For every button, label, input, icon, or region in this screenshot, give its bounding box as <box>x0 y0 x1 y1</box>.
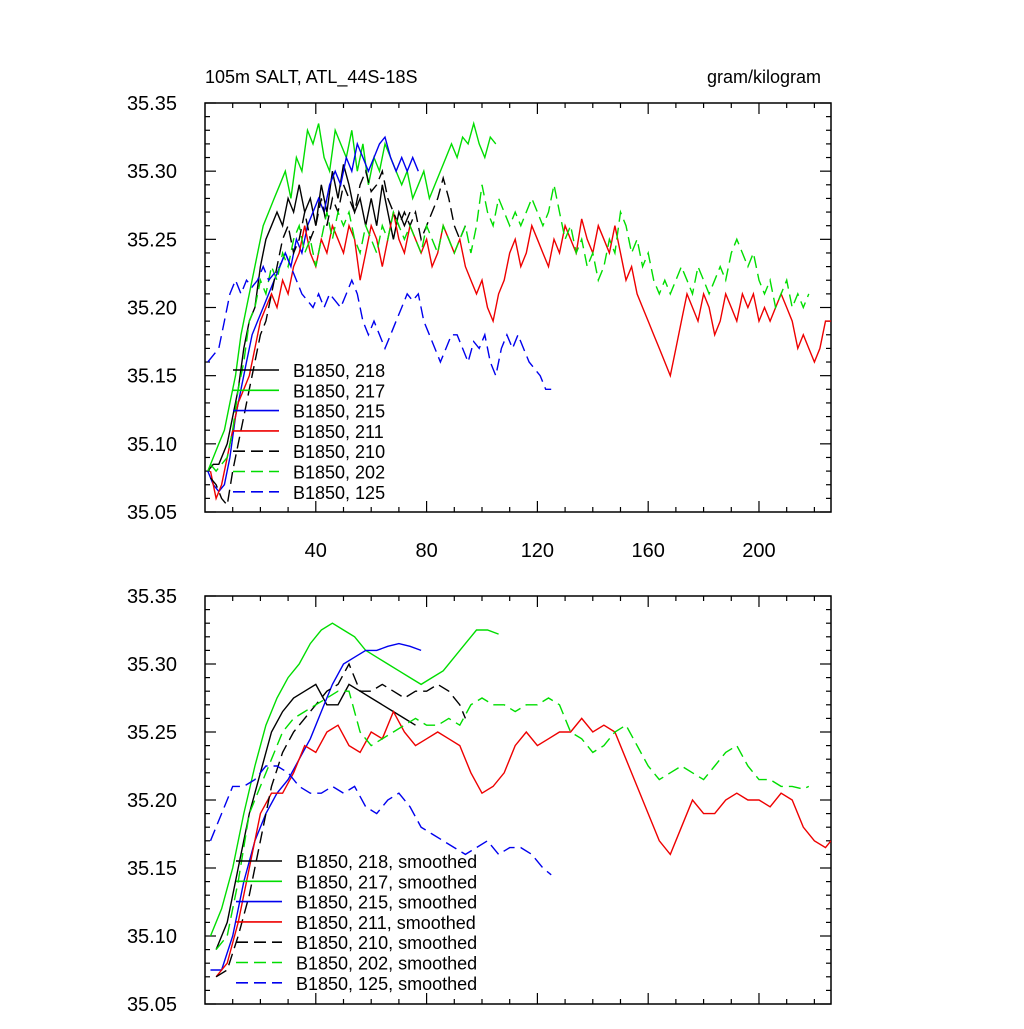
legend-label: B1850, 125, smoothed <box>296 974 477 994</box>
legend-label: B1850, 210 <box>293 442 385 462</box>
legend-label: B1850, 217 <box>293 381 385 401</box>
series-line-1 <box>207 164 411 472</box>
y-tick-label: 35.05 <box>127 502 177 524</box>
y-tick-label: 35.20 <box>127 790 177 812</box>
chart-panel-2: 35.05 35.10 35.15 35.20 35.25 35.30 35.35 B1850… <box>127 586 832 1016</box>
y-tick-label: 35.30 <box>127 654 177 676</box>
series-line-4 <box>209 211 831 501</box>
legend-label: B1850, 217, smoothed <box>296 872 477 892</box>
series-line-1 <box>215 683 416 950</box>
x-tick-label: 200 <box>742 540 775 562</box>
legend-label: B1850, 211, smoothed <box>296 913 476 933</box>
legend-label: B1850, 215 <box>293 402 385 422</box>
legend-label: B1850, 210, smoothed <box>296 933 477 953</box>
y-tick-label: 35.15 <box>127 366 177 388</box>
chart-panel-1: 105m SALT, ATL_44S-18S gram/kilogram 35.05… <box>127 67 832 562</box>
legend-label: B1850, 202 <box>293 463 385 483</box>
series-line-5 <box>215 662 467 978</box>
series-line-2 <box>209 622 499 937</box>
series-line-3 <box>210 642 422 971</box>
chart-title: 105m SALT, ATL_44S-18S <box>205 67 417 88</box>
y-tick-label: 35.10 <box>127 926 177 948</box>
series-line-6 <box>209 184 810 473</box>
y-tick-label: 35.20 <box>127 298 177 320</box>
series-line-7 <box>207 251 552 390</box>
series-line-6 <box>215 690 810 951</box>
legend-label: B1850, 202, smoothed <box>296 954 477 974</box>
y-tick-label: 35.30 <box>127 161 177 183</box>
series-line-7 <box>209 765 552 876</box>
y-tick-label: 35.35 <box>127 93 177 115</box>
y-tick-label: 35.10 <box>127 434 177 456</box>
x-tick-label: 120 <box>521 540 554 562</box>
series-line-3 <box>207 135 419 493</box>
legend-label: B1850, 211 <box>293 422 384 442</box>
units-label: gram/kilogram <box>707 67 821 87</box>
y-tick-label: 35.15 <box>127 858 177 880</box>
legend-label: B1850, 215, smoothed <box>296 893 477 913</box>
legend-label: B1850, 218, smoothed <box>296 852 477 872</box>
series-line-4 <box>215 709 831 978</box>
y-tick-label: 35.25 <box>127 229 177 251</box>
series-line-2 <box>207 120 497 472</box>
y-tick-label: 35.05 <box>127 994 177 1016</box>
y-tick-label: 35.25 <box>127 722 177 744</box>
x-tick-label: 160 <box>631 540 664 562</box>
x-tick-label: 80 <box>415 540 437 562</box>
y-tick-label: 35.35 <box>127 586 177 608</box>
legend-label: B1850, 218 <box>293 361 385 381</box>
legend-label: B1850, 125 <box>293 483 385 503</box>
x-tick-label: 40 <box>305 540 327 562</box>
